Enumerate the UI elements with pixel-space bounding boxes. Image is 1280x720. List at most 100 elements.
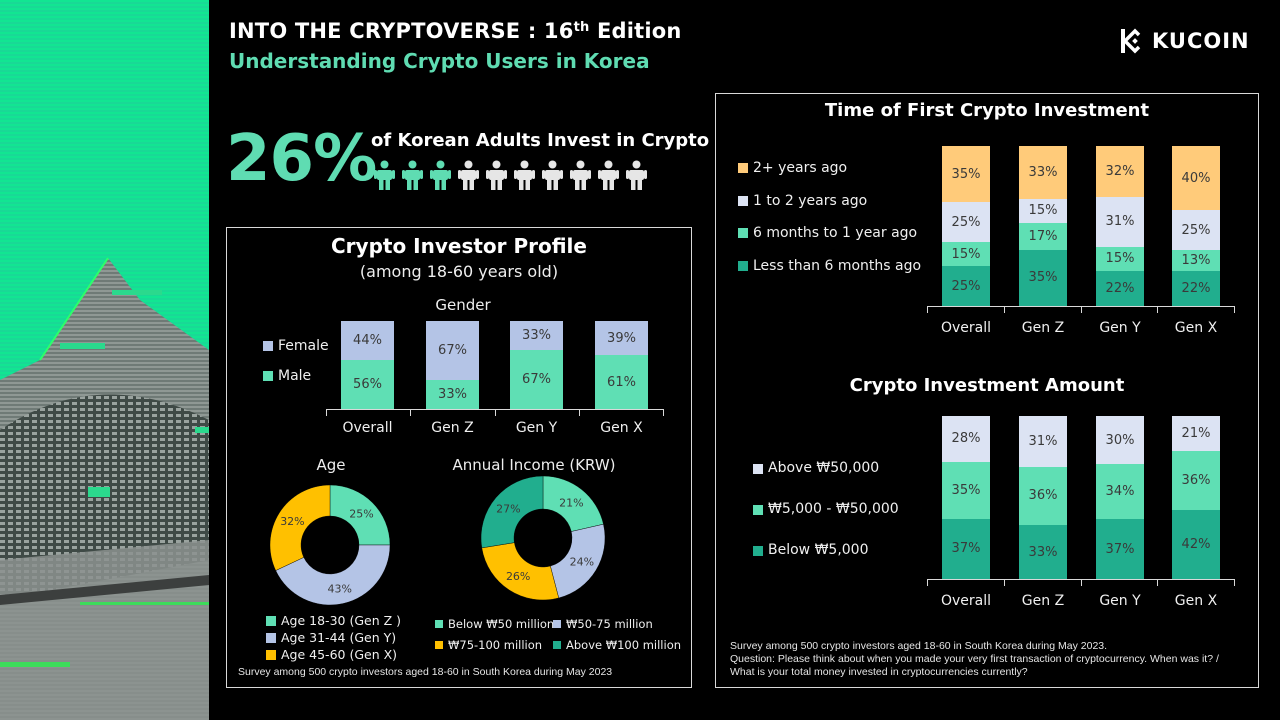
axis-tick (410, 409, 412, 416)
bar-segment: 32% (1096, 146, 1144, 198)
investor-profile-panel: Crypto Investor Profile (among 18-60 yea… (226, 227, 692, 688)
legend-item: Age 18-30 (Gen Z ) (266, 612, 401, 629)
donut-label: 26% (506, 570, 530, 583)
legend-swatch (553, 620, 561, 628)
stacked-bar: 33% 15% 17% 35% (1019, 146, 1067, 306)
axis-tick (1003, 306, 1005, 313)
age-legend: Age 18-30 (Gen Z ) Age 31-44 (Gen Y) Age… (266, 612, 401, 663)
donut-slice (481, 542, 559, 600)
donut-label: 24% (570, 556, 594, 569)
bar-segment: 44% (341, 321, 394, 360)
legend-label: Above ₩100 million (566, 638, 682, 652)
donut-slice (550, 523, 605, 599)
axis-tick (1157, 306, 1159, 313)
stacked-bar: 31% 36% 33% (1019, 416, 1067, 579)
x-axis-label: Gen X (1174, 593, 1218, 609)
legend-swatch (738, 163, 748, 174)
bar-segment: 13% (1172, 250, 1220, 271)
footnote-line: What is your total money invested in cry… (730, 666, 1028, 678)
legend-item-female: Female (263, 338, 329, 354)
bar-segment: 37% (1096, 519, 1144, 579)
bar-segment: 37% (942, 518, 990, 579)
stacked-bar: 67% 33% (426, 321, 479, 409)
legend-swatch (753, 463, 763, 474)
legend-item: Age 31-44 (Gen Y) (266, 629, 401, 646)
stacked-bar: 44% 56% (341, 321, 394, 409)
legend-label: 6 months to 1 year ago (753, 225, 918, 241)
legend-label: 1 to 2 years ago (753, 192, 868, 209)
axis-tick (578, 409, 580, 416)
stacked-bar: 32% 31% 15% 22% (1096, 146, 1144, 306)
axis-tick (1080, 579, 1082, 586)
legend-label: Less than 6 months ago (753, 257, 922, 274)
donut-slice (275, 544, 391, 606)
bar-segment: 28% (942, 416, 990, 462)
legend-item: Below ₩5,000 (753, 530, 899, 571)
legend-item: ₩50-75 million (553, 617, 671, 631)
bar-segment: 35% (942, 461, 990, 519)
gender-legend: Female Male (263, 338, 329, 384)
bar-segment: 67% (510, 350, 563, 409)
investment-panel: Time of First Crypto Investment 2+ years… (715, 93, 1259, 688)
bar-segment: 15% (1019, 198, 1067, 223)
person-icon (570, 160, 591, 190)
bar-segment: 21% (1172, 416, 1220, 451)
x-axis-label: Gen X (1174, 320, 1218, 336)
donut-label: 21% (559, 496, 583, 509)
bar-segment: 15% (1096, 246, 1144, 271)
bar-segment: 31% (1019, 416, 1067, 467)
stacked-bar: 40% 25% 13% 22% (1172, 146, 1220, 306)
donut-label: 25% (349, 508, 373, 521)
age-donut-chart: 25% 43% 32% (269, 484, 391, 606)
person-icon (486, 160, 507, 190)
income-chart-title: Annual Income (KRW) (452, 456, 616, 474)
bar-segment: 22% (1096, 270, 1144, 306)
legend-label: Age 45-60 (Gen X) (281, 647, 398, 662)
bar-segment: 33% (1019, 525, 1067, 579)
axis-tick (927, 579, 928, 586)
bar-segment: 31% (1096, 197, 1144, 247)
bar-segment: 35% (1019, 249, 1067, 306)
swatch-female (263, 341, 273, 351)
kucoin-logo: KUCOIN (1118, 27, 1250, 55)
legend-swatch (738, 195, 748, 206)
x-axis-label: Gen Y (515, 420, 558, 436)
donut-label: 43% (327, 582, 351, 595)
roof-illustration (0, 257, 209, 720)
person-icon (374, 160, 395, 190)
title-text: INTO THE CRYPTOVERSE : 16 (229, 19, 574, 43)
x-axis-label: Gen Y (1099, 593, 1141, 609)
stacked-bar: 30% 34% 37% (1096, 416, 1144, 579)
income-legend: Below ₩50 million ₩50-75 million ₩75-100… (435, 617, 681, 652)
first-investment-legend: 2+ years ago 1 to 2 years ago 6 months t… (738, 152, 921, 282)
bar-segment: 40% (1172, 146, 1220, 210)
legend-swatch (435, 641, 443, 649)
donut-label: 32% (280, 515, 304, 528)
bar-segment: 30% (1096, 416, 1144, 465)
footnote-line: Question: Please think about when you ma… (730, 653, 1219, 665)
bar-segment: 42% (1172, 509, 1220, 579)
legend-item: 6 months to 1 year ago (738, 217, 921, 250)
x-axis-label: Gen X (600, 420, 643, 436)
legend-label: Male (278, 368, 312, 384)
swatch-male (263, 371, 273, 381)
legend-item: Age 45-60 (Gen X) (266, 646, 401, 663)
axis-tick (1234, 306, 1235, 313)
bar-segment: 56% (341, 359, 394, 409)
adult-invest-caption: of Korean Adults Invest in Crypto (371, 130, 710, 151)
investment-amount-title: Crypto Investment Amount (849, 375, 1125, 396)
legend-label: Below ₩5,000 (768, 542, 869, 558)
bar-segment: 36% (1172, 450, 1220, 510)
bar-segment: 39% (595, 321, 648, 356)
legend-label: Age 31-44 (Gen Y) (281, 630, 397, 645)
legend-item: ₩5,000 - ₩50,000 (753, 489, 899, 530)
legend-swatch (553, 641, 561, 649)
axis-tick (1157, 579, 1159, 586)
bar-segment: 33% (1019, 146, 1067, 199)
bar-segment: 15% (942, 242, 990, 266)
bar-segment: 17% (1019, 222, 1067, 250)
report-subtitle: Understanding Crypto Users in Korea (229, 49, 650, 73)
x-axis-label: Gen Y (1099, 320, 1141, 336)
right-footnote: Survey among 500 crypto investors aged 1… (730, 640, 1219, 679)
axis-tick (326, 409, 327, 416)
